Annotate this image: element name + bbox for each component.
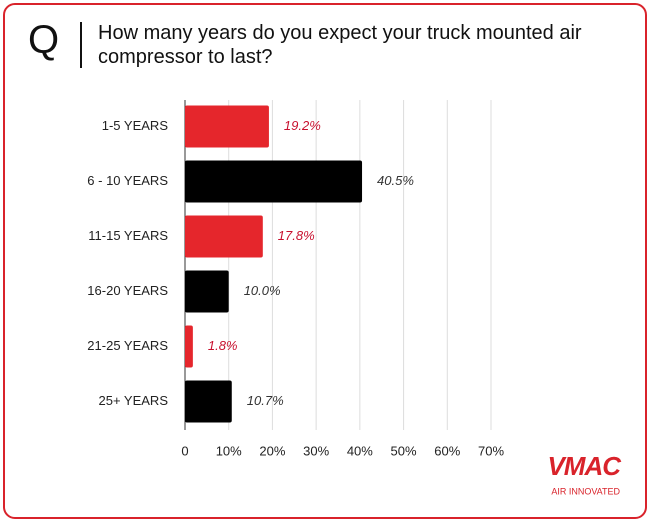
x-tick-label: 60% [434,443,460,458]
y-tick-label: 25+ YEARS [98,393,168,408]
value-label: 1.8% [208,338,238,353]
x-tick-label: 40% [347,443,373,458]
bar [185,160,363,203]
y-tick-label: 21-25 YEARS [87,338,168,353]
x-tick-label: 0 [181,443,188,458]
value-label: 10.7% [247,393,284,408]
separator [80,22,82,68]
logo: VMAC [547,451,622,481]
bar [185,270,229,313]
bar [185,105,269,148]
y-tick-label: 6 - 10 YEARS [87,173,168,188]
y-tick-label: 1-5 YEARS [102,118,169,133]
question-mark: Q [28,18,60,62]
x-tick-label: 10% [216,443,242,458]
value-label: 17.8% [278,228,315,243]
x-tick-label: 70% [478,443,504,458]
bar [185,325,193,368]
chart-title: How many years do you expect your truck … [98,22,582,68]
x-tick-label: 50% [391,443,417,458]
x-tick-label: 20% [259,443,285,458]
y-tick-label: 11-15 YEARS [88,228,168,243]
value-label: 40.5% [377,173,414,188]
x-tick-label: 30% [303,443,329,458]
value-label: 10.0% [244,283,281,298]
card [3,3,647,519]
bar [185,380,232,423]
logo-tagline: AIR INNOVATED [551,486,620,496]
bar [185,215,263,258]
y-tick-label: 16-20 YEARS [87,283,168,298]
value-label: 19.2% [284,118,321,133]
